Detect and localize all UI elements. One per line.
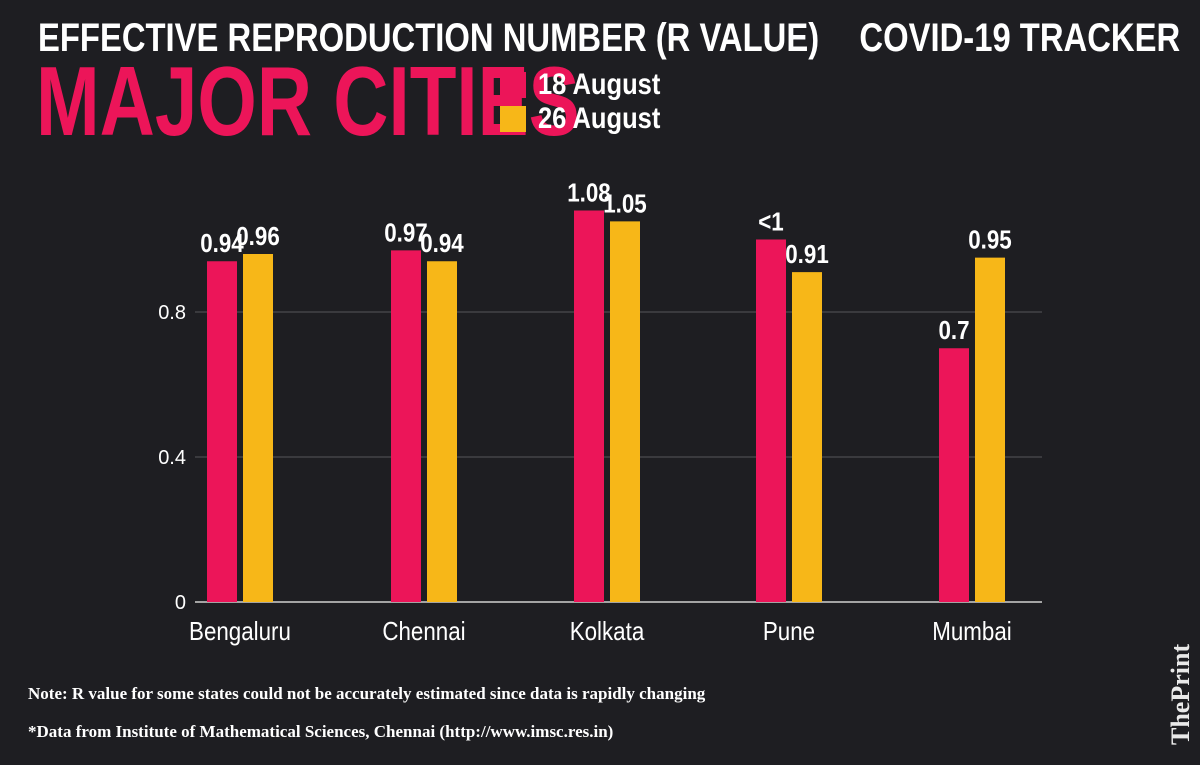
data-label: 0.96 — [236, 222, 279, 251]
legend-label-18-august: 18 August — [538, 68, 661, 101]
note-text: Note: R value for some states could not … — [28, 684, 706, 703]
data-label: 0.7 — [938, 317, 969, 346]
x-tick-label: Bengaluru — [189, 617, 291, 646]
x-tick-label: Pune — [763, 617, 815, 646]
data-label: 0.91 — [785, 241, 828, 270]
bar — [975, 257, 1005, 602]
legend-swatch-18-august — [500, 72, 526, 98]
source-text: *Data from Institute of Mathematical Sci… — [28, 722, 614, 741]
legend-item-26-august: 26 August — [500, 102, 682, 136]
x-tick-label: Chennai — [382, 617, 465, 646]
data-label: <1 — [758, 208, 783, 237]
bar — [243, 254, 273, 602]
x-tick-label: Mumbai — [932, 617, 1011, 646]
x-tick-label: Kolkata — [570, 617, 645, 646]
data-label: 0.94 — [200, 230, 244, 259]
bar — [427, 261, 457, 602]
legend: 18 August 26 August — [500, 68, 682, 136]
data-label: 0.95 — [968, 226, 1011, 255]
bar — [939, 348, 969, 602]
brand-logo: ThePrint — [1166, 643, 1195, 745]
bar — [756, 239, 786, 602]
bar — [574, 210, 604, 602]
y-tick-label: 0.4 — [158, 447, 186, 469]
chart-title: EFFECTIVE REPRODUCTION NUMBER (R VALUE) — [38, 16, 820, 60]
bar — [207, 261, 237, 602]
legend-item-18-august: 18 August — [500, 68, 682, 102]
chart-subtitle: MAJOR CITIES — [36, 46, 580, 156]
bar — [610, 221, 640, 602]
bar — [391, 250, 421, 602]
data-label: 1.08 — [567, 179, 610, 208]
legend-swatch-26-august — [500, 106, 526, 132]
tracker-label: COVID-19 TRACKER — [859, 16, 1180, 60]
data-label: 0.97 — [384, 219, 427, 248]
bar — [792, 272, 822, 602]
data-label: 1.05 — [603, 190, 646, 219]
y-tick-label: 0 — [175, 592, 186, 614]
data-label: 0.94 — [420, 230, 464, 259]
legend-label-26-august: 26 August — [538, 102, 661, 135]
y-tick-label: 0.8 — [158, 302, 186, 324]
